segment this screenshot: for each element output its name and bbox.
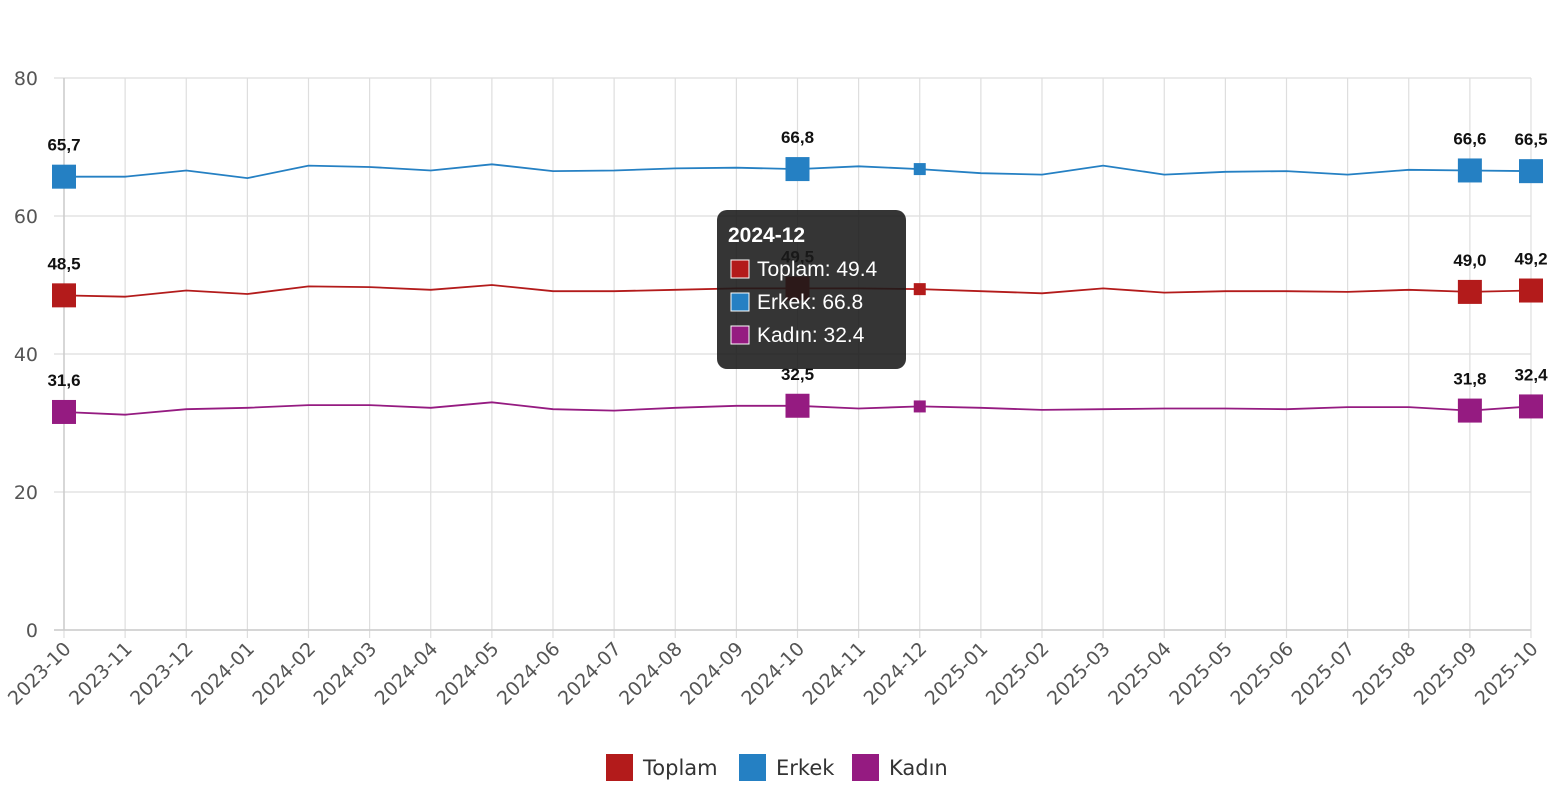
data-point-marker[interactable] — [52, 283, 76, 308]
x-tick-label: 2023-11 — [65, 638, 137, 710]
data-label: 48,5 — [47, 254, 80, 273]
x-tick-label: 2024-08 — [615, 638, 687, 710]
data-label: 65,7 — [47, 136, 80, 155]
x-tick-label: 2024-11 — [798, 638, 870, 710]
series-kadın — [52, 393, 1543, 424]
legend-item-erkek[interactable]: Erkek — [739, 754, 835, 781]
x-tick-label: 2025-07 — [1287, 638, 1359, 710]
legend-swatch — [606, 754, 633, 781]
tooltip-swatch — [730, 325, 750, 345]
legend-label: Kadın — [889, 756, 948, 780]
tooltip-swatch — [730, 292, 750, 312]
legend-swatch — [852, 754, 879, 781]
x-tick-label: 2023-10 — [4, 638, 76, 710]
tooltip-box — [717, 210, 906, 369]
tooltip-swatch — [730, 259, 750, 279]
data-label: 31,6 — [47, 371, 80, 390]
x-tick-label: 2024-07 — [554, 638, 626, 710]
data-point-marker[interactable] — [1519, 394, 1543, 419]
x-tick-label: 2025-06 — [1226, 638, 1298, 710]
x-tick-label: 2024-01 — [187, 638, 259, 710]
x-tick-label: 2024-09 — [676, 638, 748, 710]
tooltip-line: Toplam: 49.4 — [757, 258, 878, 281]
x-tick-label: 2024-03 — [309, 638, 381, 710]
tooltip-title: 2024-12 — [728, 224, 805, 247]
data-label: 49,2 — [1514, 250, 1547, 269]
x-tick-label: 2025-01 — [921, 638, 993, 710]
hover-point-marker[interactable] — [913, 283, 926, 296]
legend-label: Erkek — [776, 756, 835, 780]
data-point-marker[interactable] — [52, 164, 76, 189]
tooltip-line: Erkek: 66.8 — [757, 291, 863, 314]
x-tick-label: 2024-06 — [493, 638, 565, 710]
data-label-layer: 48,565,731,649,566,832,549,066,631,849,2… — [47, 128, 1548, 390]
hover-point-marker[interactable] — [913, 163, 926, 176]
series-erkek — [52, 157, 1543, 189]
data-point-marker[interactable] — [1519, 278, 1543, 303]
y-tick-label: 20 — [14, 482, 38, 504]
x-tick-label: 2024-12 — [860, 638, 932, 710]
x-tick-label: 2024-02 — [248, 638, 320, 710]
x-tick-label: 2025-02 — [982, 638, 1054, 710]
y-tick-label: 40 — [14, 344, 38, 366]
hover-point-marker[interactable] — [913, 400, 926, 413]
y-tick-label: 0 — [26, 620, 38, 642]
data-point-marker[interactable] — [1519, 159, 1543, 184]
data-point-marker[interactable] — [785, 393, 810, 418]
legend-item-kadın[interactable]: Kadın — [852, 754, 948, 781]
legend-item-toplam[interactable]: Toplam — [606, 754, 718, 781]
tooltip-line: Kadın: 32.4 — [757, 324, 865, 347]
tooltip: 2024-12 Toplam: 49.4 Erkek: 66.8 Kadın: 32.… — [717, 210, 906, 369]
data-point-marker[interactable] — [1457, 158, 1482, 183]
data-label: 66,8 — [781, 128, 814, 147]
data-label: 31,8 — [1453, 370, 1486, 389]
data-label: 49,0 — [1453, 251, 1486, 270]
data-point-marker[interactable] — [785, 157, 810, 182]
data-point-marker[interactable] — [1457, 398, 1482, 423]
legend-swatch — [739, 754, 766, 781]
legend[interactable]: Toplam Erkek Kadın — [606, 754, 948, 781]
data-label: 32,5 — [781, 365, 814, 384]
x-tick-label: 2025-10 — [1471, 638, 1543, 710]
x-tick-label: 2023-12 — [126, 638, 198, 710]
data-label: 66,6 — [1453, 129, 1486, 148]
data-label: 32,4 — [1514, 365, 1548, 384]
x-tick-label: 2024-10 — [737, 638, 809, 710]
x-tick-label: 2025-03 — [1043, 638, 1115, 710]
y-tick-label: 60 — [14, 206, 38, 228]
x-tick-label: 2025-04 — [1104, 638, 1176, 710]
x-tick-label: 2025-08 — [1349, 638, 1421, 710]
x-tick-label: 2024-05 — [432, 638, 504, 710]
data-label: 66,5 — [1514, 130, 1547, 149]
data-point-marker[interactable] — [52, 399, 76, 424]
axis-layer: 0204060802023-102023-112023-122024-01202… — [4, 68, 1543, 710]
x-tick-label: 2024-04 — [371, 638, 443, 710]
x-tick-label: 2025-05 — [1165, 638, 1237, 710]
data-point-marker[interactable] — [1457, 279, 1482, 304]
y-tick-label: 80 — [14, 68, 38, 90]
x-tick-label: 2025-09 — [1410, 638, 1482, 710]
legend-label: Toplam — [642, 756, 718, 780]
